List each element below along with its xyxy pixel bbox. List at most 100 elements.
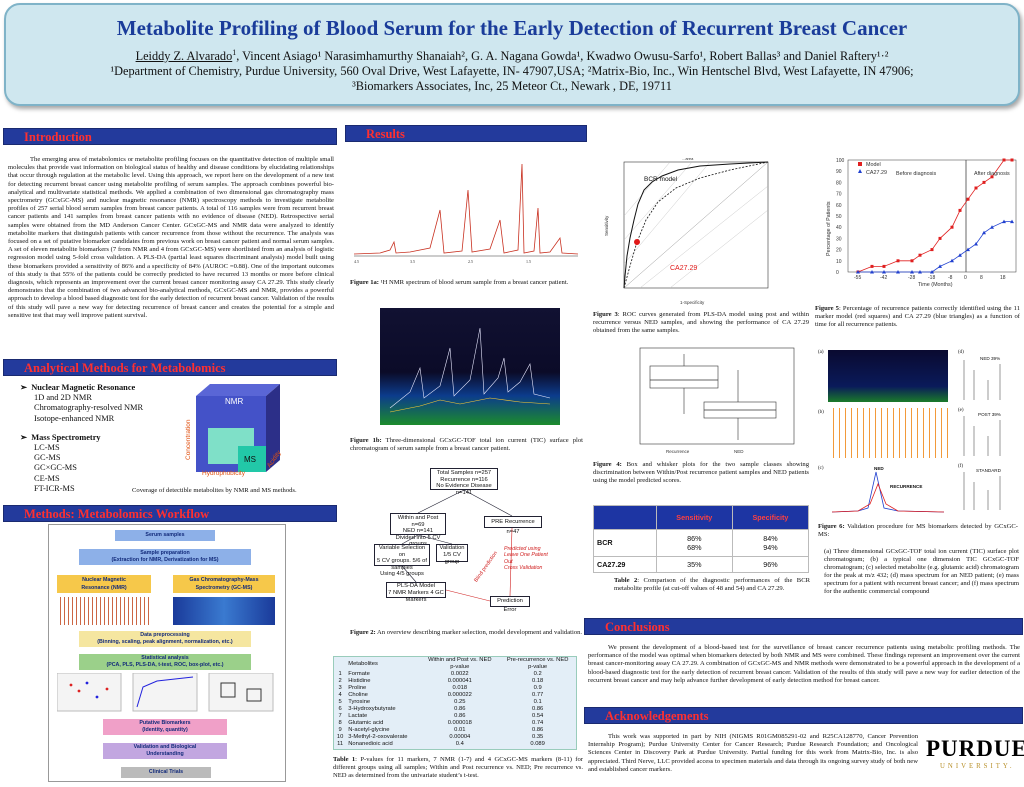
table-2-header-cell: Specificity (731, 505, 810, 530)
ms-item: LC-MS (34, 443, 60, 453)
fig5-x-tick: -55 (854, 275, 861, 281)
fig5-y-tick: 0 (836, 270, 839, 276)
fig5-ca-point (958, 253, 962, 257)
fig5-ca-point (950, 258, 954, 263)
fig6-label-e: (e) (958, 408, 964, 413)
ms-item: FT-ICR-MS (34, 483, 75, 493)
table-1-row: 9 N-acetyl-glycine 0.01 0.86 (334, 727, 576, 734)
poster-header: Metabolite Profiling of Blood Serum for … (4, 3, 1020, 106)
fig5-model-points (856, 158, 1014, 274)
table-1-cell: 0.018 (452, 685, 468, 691)
table-1-caption: Table 1: P-values for 11 markers, 7 NMR … (333, 756, 583, 779)
cube-ms-label: MS (244, 455, 256, 464)
fig5-x-ticks: -55 -42 -28 -18 -8 0 8 18 (854, 275, 1006, 281)
coverage-cube-diagram: NMR MS Concentration Acidity (185, 384, 283, 472)
cube-nmr-label: NMR (225, 397, 243, 406)
flow-variable-selection: Variable Selection on 5 CV groups. 5/6 o… (374, 544, 430, 577)
fig5-y-tick: 20 (836, 248, 842, 254)
flow-validation: Validation 1/5 CV group (436, 544, 468, 565)
table-2-cell: 86% 68% (655, 528, 733, 558)
fig5-ca-point (856, 270, 860, 274)
figure-6-detail: (a) Three dimensional GCxGC-TOF total io… (824, 548, 1019, 595)
table-1-cell: Nonanedioic acid (348, 741, 393, 747)
fig6-panel-c-chromatogram: RECURRENCE (831, 471, 945, 513)
statistics-plots-thumb (57, 673, 274, 712)
figure-3-caption: Figure 3: ROC curves generated from PLS-… (593, 311, 809, 334)
table-1-header-cell: Within and Post vs. NED p-value (428, 657, 492, 670)
fig5-model-point (982, 180, 986, 184)
fig6-recurrence-label: RECURRENCE (890, 484, 922, 489)
figure-5-caption: Figure 5: Percentage of recurrence patie… (815, 305, 1020, 328)
workflow-step-serum: Serum samples (115, 530, 215, 541)
workflow-step-preprocessing: Data preprocessing (Binning, scaling, pe… (79, 631, 251, 647)
table-1-cell: 0.000022 (447, 692, 472, 698)
fig5-model-point (882, 264, 886, 268)
fig5-x-tick: -8 (948, 275, 953, 281)
cube-concentration-label: Concentration (185, 419, 192, 460)
table-1-row: 11 Nonanedioic acid 0.4 0.089 (334, 741, 576, 748)
conclusions-text: We present the development of a blood-ba… (588, 644, 1020, 684)
table-1-cell: Tyrosine (348, 699, 371, 705)
fig5-y-tick: 60 (836, 203, 842, 209)
fig6-label-a: (a) (818, 350, 824, 355)
fig5-model-point (918, 253, 922, 257)
section-conclusions: Conclusions (584, 618, 1023, 635)
box-plot-category-recurrence: Recurrence (666, 449, 690, 454)
fig5-before-label: Before diagnosis (896, 171, 936, 177)
gcms-surface-thumb (173, 597, 275, 625)
table-1-cell: 3-Hydroxybutyrate (348, 706, 396, 712)
table-1-cell: 10 (336, 734, 344, 740)
table-1-cell: Lactate (348, 713, 368, 719)
table-1-cell: Glutamic acid (348, 720, 384, 726)
table-1-cell: 0.000041 (447, 678, 472, 684)
table-1-cell: 5 (338, 699, 342, 705)
nmr-item: Chromatography-resolved NMR (34, 403, 144, 413)
table-2-header-cell (593, 505, 657, 530)
fig6-panel-a-surface (828, 350, 948, 402)
introduction-text: The emerging area of metabolomics or met… (8, 156, 334, 319)
fig5-y-tick: 80 (836, 180, 842, 186)
fig5-ca-point (910, 270, 914, 274)
purdue-logo-university: UNIVERSITY. (940, 763, 1015, 770)
ms-heading: ➢ Mass Spectrometry (20, 432, 101, 442)
table-1-cell: 7 (338, 713, 342, 719)
figure-6-panels: RECURRENCE NED 39% POST 39% STANDARD (a)… (818, 348, 1018, 518)
fig5-ca-point (966, 247, 970, 252)
table-1-cell: 1 (338, 671, 342, 677)
figure-2-flowchart: Total Samples n=257 Recurrence n=116 No … (372, 466, 556, 622)
figure-1b-tic-surface (380, 308, 560, 425)
table-2-cell: 35% (655, 556, 733, 573)
fig5-model-point (1010, 158, 1014, 162)
table-1-cell: 0.9 (533, 685, 542, 691)
fig5-ca-point (882, 270, 886, 274)
table-1-cell: Choline (348, 692, 368, 698)
fig6-label-f: (f) (958, 464, 963, 469)
workflow-step-clinical: Clinical Trials (121, 767, 211, 778)
fig5-model-point (870, 264, 874, 268)
cube-hydrophobicity-label: Hydrophobicity (202, 470, 245, 477)
fig6-panel-b-tic (828, 408, 948, 458)
table-2-cell: 84% 94% (731, 528, 810, 558)
acknowledgements-text: This work was supported in part by NIH (… (588, 733, 918, 773)
table-1-cell: Histidine (348, 678, 371, 684)
table-1-cell: 0.000018 (447, 720, 472, 726)
fig6-label-c: (c) (818, 466, 824, 471)
figure-1b-caption: Figure 1b: Three-dimensional GCxGC-TOF t… (350, 437, 584, 452)
first-author: Leiddy Z. Alvarado (135, 49, 233, 64)
table-1-row: 6 3-Hydroxybutyrate 0.86 0.86 (334, 706, 576, 713)
fig5-legend-ca: CA27.29 (866, 170, 887, 176)
table-1-cell: 0.25 (454, 699, 466, 705)
table-1-cell: 0.35 (531, 734, 544, 740)
fig5-legend-model: Model (866, 162, 881, 168)
table-2-performance: Sensitivity Specificity BCR 86% 68% 84% … (593, 505, 810, 573)
fig5-x-axis-label: Time (Months) (918, 282, 953, 288)
flow-pre-recurrence: PRE Recurrence n=47 (484, 516, 542, 535)
fig5-ca-points (856, 219, 1014, 274)
roc-ca-curve (623, 161, 769, 289)
roc-x-axis-label: 1-Specificity (680, 300, 705, 305)
fig5-model-point (950, 225, 954, 229)
fig5-model-point (896, 259, 900, 263)
fig5-model-point (910, 259, 914, 263)
fig5-x-tick: -28 (908, 275, 915, 281)
svg-text:4.5: 4.5 (354, 259, 359, 264)
